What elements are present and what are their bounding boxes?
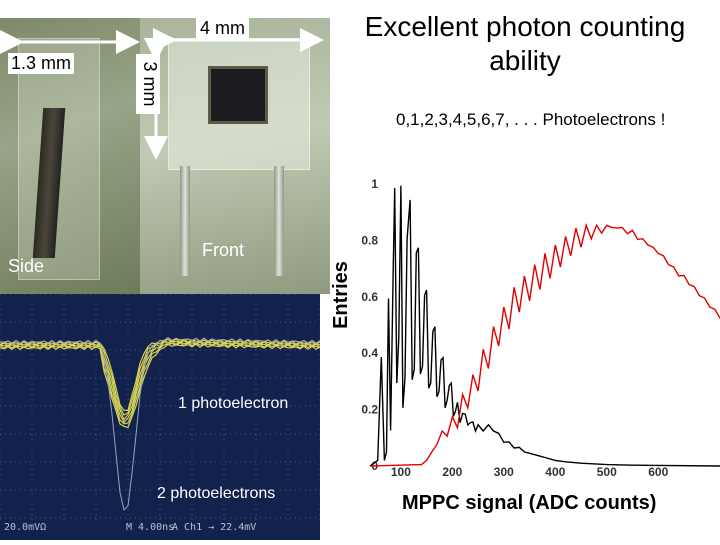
series-line-0 [369,185,720,467]
front-pin-right [274,166,284,276]
x-tick-label: 600 [648,465,668,479]
scope-trace [0,342,321,425]
x-axis-title: MPPC signal (ADC counts) [402,492,657,514]
scope-trace [0,339,321,421]
y-axis-title: Entries [330,261,352,329]
front-sensor [208,66,268,124]
scope-status-mid: M 4.00ns [126,522,175,533]
oscilloscope-traces [0,293,321,520]
front-label: Front [202,240,245,260]
front-photo [140,18,330,294]
scope-status-trig: A Ch1 → 22.4mV [172,522,257,533]
series-line-1 [369,222,720,467]
subtitle: 0,1,2,3,4,5,6,7, . . . Photoelectrons ! [396,110,666,129]
y-tick-label: 1 [371,177,378,191]
x-tick-label: 100 [391,465,411,479]
dimension-arrows [0,28,324,160]
label-1pe: 1 photoelectron [176,395,291,413]
label-2pe: 2 photoelectrons [155,485,278,503]
y-tick-label: 0.8 [361,233,378,247]
side-label: Side [8,256,45,276]
y-tick-label: 0.2 [361,403,378,417]
scope-trace [0,337,321,511]
dim-height-label: 3 mm [136,54,160,114]
x-tick-label: 500 [597,465,617,479]
y-tick-label: 0.6 [361,290,378,304]
x-tick-label: 200 [442,465,462,479]
slide-title: Excellent photon counting ability [364,11,686,76]
y-tick-label: 0.4 [361,346,378,360]
dim-depth-label: 1.3 mm [8,53,75,74]
front-pin-left [180,166,190,276]
oscilloscope-screen [0,293,321,540]
dim-width-label: 4 mm [196,18,249,39]
x-tick-label: 400 [545,465,565,479]
x-tick-label: 300 [494,465,514,479]
scope-status-left: 20.0mVΩ [4,522,47,533]
scope-trace [0,338,321,416]
scope-trace [0,343,321,429]
adc-spectrum-chart: 00.20.40.60.81 100 200 300 400 500 600 [361,177,720,479]
